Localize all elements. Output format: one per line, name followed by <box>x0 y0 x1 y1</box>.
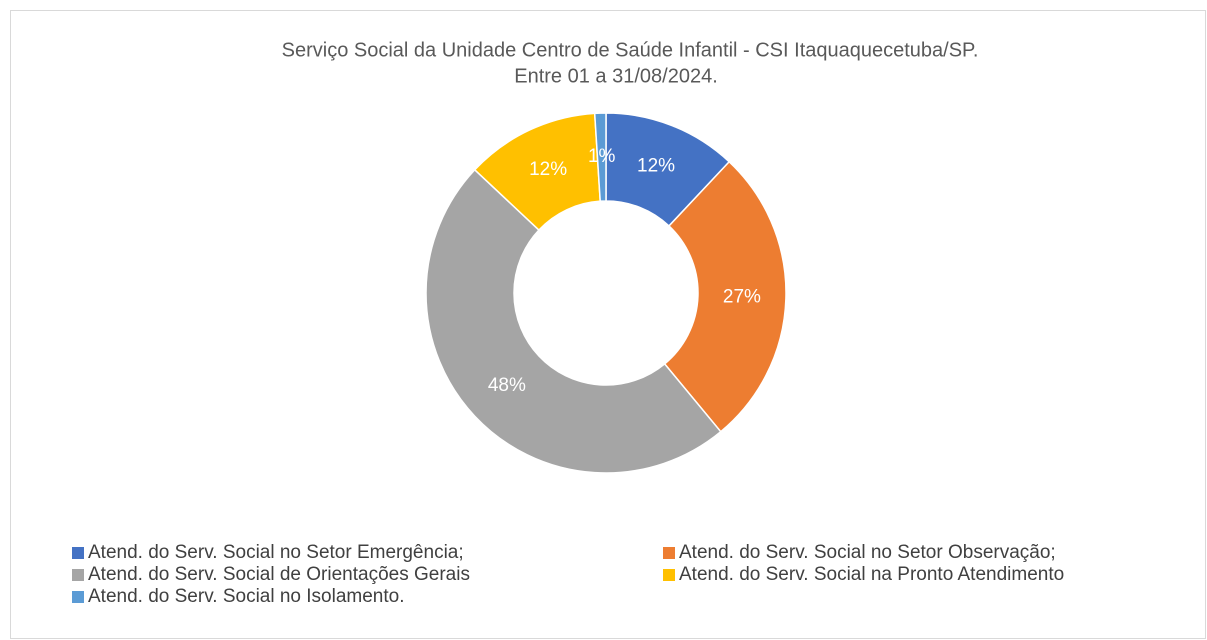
data-label: 12% <box>637 156 675 177</box>
legend-label: Atend. do Serv. Social no Isolamento. <box>88 586 405 607</box>
legend-swatch <box>663 569 675 581</box>
legend-swatch <box>663 547 675 559</box>
data-label: 1% <box>588 146 616 167</box>
legend-swatch <box>72 569 84 581</box>
legend-swatch <box>72 547 84 559</box>
chart-subtitle: Entre 01 a 31/08/2024. <box>514 65 718 87</box>
data-label: 12% <box>529 159 567 180</box>
donut-slice <box>593 112 607 202</box>
legend-label: Atend. do Serv. Social no Setor Emergênc… <box>88 542 464 563</box>
chart-title: Serviço Social da Unidade Centro de Saúd… <box>282 39 979 61</box>
data-label: 48% <box>488 375 526 396</box>
legend-swatch <box>72 591 84 603</box>
data-label: 27% <box>723 286 761 307</box>
donut-slice <box>425 168 722 474</box>
donut-slice <box>663 160 787 433</box>
legend-label: Atend. do Serv. Social no Setor Observaç… <box>679 542 1056 563</box>
legend-label: Atend. do Serv. Social de Orientações Ge… <box>88 564 470 585</box>
legend-label: Atend. do Serv. Social na Pronto Atendim… <box>679 564 1064 585</box>
